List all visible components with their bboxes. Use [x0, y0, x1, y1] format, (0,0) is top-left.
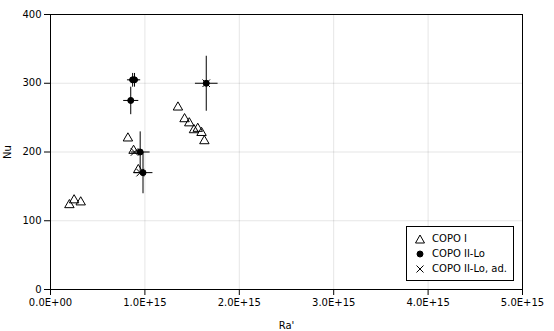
svg-text:300: 300	[22, 77, 41, 88]
svg-text:200: 200	[22, 146, 41, 157]
html-text:COPO II-Lo: COPO II-Lo	[432, 248, 485, 259]
svg-text:3.0E+15: 3.0E+15	[312, 297, 355, 308]
html-text:COPO I: COPO I	[432, 233, 467, 244]
svg-text:0.0E+00: 0.0E+00	[29, 297, 72, 308]
svg-text:5.0E+15: 5.0E+15	[501, 297, 544, 308]
svg-text:Ra': Ra'	[279, 320, 295, 331]
svg-text:1.0E+15: 1.0E+15	[123, 297, 166, 308]
svg-text:0: 0	[35, 284, 41, 295]
html-text:COPO II-Lo, ad.: COPO II-Lo, ad.	[432, 263, 507, 274]
svg-text:4.0E+15: 4.0E+15	[406, 297, 449, 308]
svg-text:2.0E+15: 2.0E+15	[218, 297, 261, 308]
svg-text:Nu: Nu	[2, 145, 13, 159]
svg-text:100: 100	[22, 215, 41, 226]
svg-text:400: 400	[22, 9, 41, 20]
